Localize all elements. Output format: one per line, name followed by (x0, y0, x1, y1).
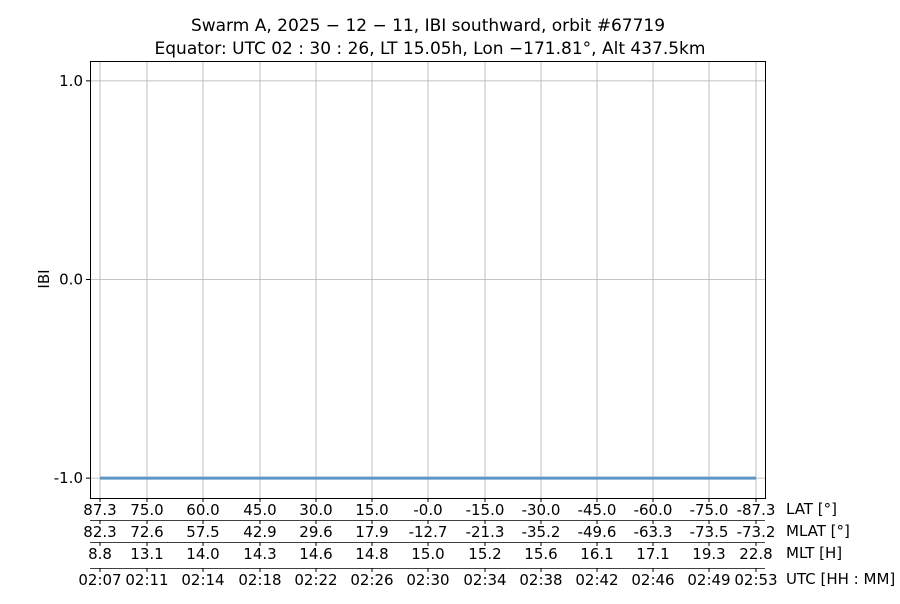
x-tick-label: 29.6 (299, 523, 332, 541)
x-tick-label: 16.1 (580, 545, 613, 563)
y-ticks: 1.0 0.0 -1.0 (54, 72, 90, 487)
grid (90, 61, 765, 498)
x-tick-label: 17.9 (355, 523, 388, 541)
x-tick-label: 15.2 (468, 545, 501, 563)
x-tick-label: 02:07 (78, 571, 121, 589)
x-tick-label: 02:49 (687, 571, 730, 589)
x-tick-label: -60.0 (634, 501, 673, 519)
x-tick-label: 02:22 (294, 571, 337, 589)
x-tick-label: -87.3 (737, 501, 776, 519)
x-tick-label: 02:18 (238, 571, 281, 589)
x-axis-label: MLT [H] (786, 544, 842, 562)
x-tick-label: 14.0 (186, 545, 219, 563)
x-axis-label: UTC [HH : MM] (786, 570, 895, 588)
x-tick-label: 13.1 (130, 545, 163, 563)
x-tick-label: -45.0 (578, 501, 617, 519)
x-tick-label: 02:38 (519, 571, 562, 589)
x-tick-label: 15.6 (524, 545, 557, 563)
y-axis-label: IBI (35, 269, 53, 288)
x-tick-label: -73.5 (690, 523, 729, 541)
x-tick-label: 15.0 (411, 545, 444, 563)
x-tick-label: 02:53 (734, 571, 777, 589)
x-tick-label: 82.3 (83, 523, 116, 541)
y-tick-label: 0.0 (59, 271, 83, 289)
x-tick-label: -15.0 (466, 501, 505, 519)
x-tick-label: 17.1 (636, 545, 669, 563)
x-tick-label: 8.8 (88, 545, 112, 563)
x-tick-label: 02:11 (125, 571, 168, 589)
x-tick-label: 75.0 (130, 501, 163, 519)
x-tick-label: 02:30 (406, 571, 449, 589)
x-axes: 87.3 75.0 60.0 45.0 30.0 15.0 -0.0 -15.0 -30.0 -4… (78, 498, 895, 589)
x-tick-label: -12.7 (409, 523, 448, 541)
x-tick-label: 02:46 (631, 571, 674, 589)
x-tick-label: 87.3 (83, 501, 116, 519)
x-tick-label: 02:42 (575, 571, 618, 589)
x-tick-label: 22.8 (739, 545, 772, 563)
chart-title-line2: Equator: UTC 02 : 30 : 26, LT 15.05h, Lo… (155, 39, 706, 59)
x-tick-label: 02:14 (181, 571, 224, 589)
x-tick-label: -21.3 (466, 523, 505, 541)
x-tick-label: 02:26 (350, 571, 393, 589)
x-tick-label: 42.9 (243, 523, 276, 541)
x-tick-label: 02:34 (463, 571, 506, 589)
x-axis-label: MLAT [°] (786, 522, 850, 540)
y-tick-label: -1.0 (54, 469, 83, 487)
x-tick-label: 14.8 (355, 545, 388, 563)
x-tick-label: 14.3 (243, 545, 276, 563)
x-tick-label: -0.0 (413, 501, 442, 519)
x-tick-label: 72.6 (130, 523, 163, 541)
x-tick-label: 19.3 (692, 545, 725, 563)
x-tick-label: -63.3 (634, 523, 673, 541)
x-tick-label: 15.0 (355, 501, 388, 519)
x-axis-label: LAT [°] (786, 500, 837, 518)
y-tick-label: 1.0 (59, 72, 83, 90)
x-tick-label: 57.5 (186, 523, 219, 541)
x-tick-label: -73.2 (737, 523, 776, 541)
x-tick-label: -35.2 (522, 523, 561, 541)
x-tick-label: -49.6 (578, 523, 617, 541)
x-tick-label: -30.0 (522, 501, 561, 519)
x-tick-label: 14.6 (299, 545, 332, 563)
x-tick-label: 30.0 (299, 501, 332, 519)
x-tick-label: 45.0 (243, 501, 276, 519)
chart-title-line1: Swarm A, 2025 − 12 − 11, IBI southward, … (191, 16, 665, 36)
x-tick-label: 60.0 (186, 501, 219, 519)
x-tick-label: -75.0 (690, 501, 729, 519)
